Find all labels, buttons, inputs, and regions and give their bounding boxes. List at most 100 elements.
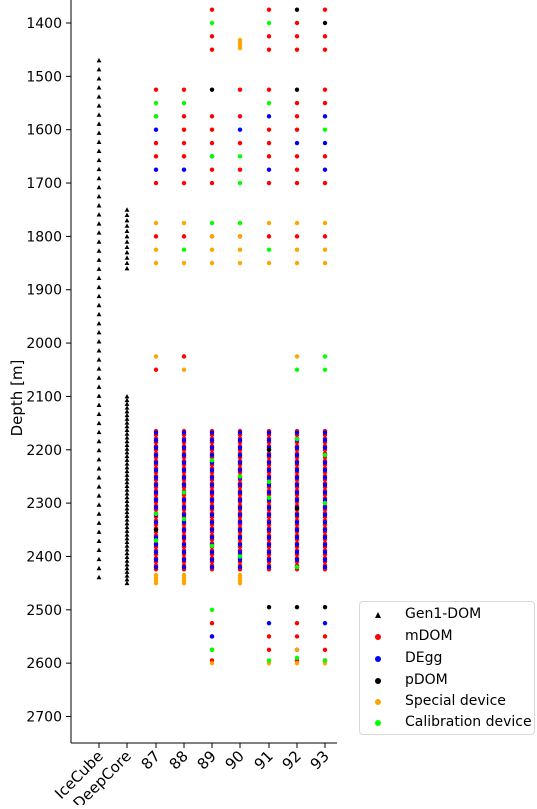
degg-point [237, 542, 243, 547]
circle-marker-icon [375, 678, 381, 684]
degg-point [209, 445, 215, 450]
gen1-dom-point [124, 223, 130, 228]
degg-point [294, 512, 300, 518]
special-device-point [153, 580, 159, 586]
degg-point [209, 557, 215, 562]
y-tick-label: 1900 [26, 283, 62, 299]
legend-item-degg: DEgg [360, 649, 536, 669]
y-tick-label: 2300 [26, 496, 62, 512]
mdom-point [237, 87, 243, 92]
degg-point [153, 127, 159, 132]
mdom-point [181, 180, 187, 186]
special-device-point [294, 260, 300, 266]
pdom-point [294, 506, 300, 511]
degg-point [322, 505, 328, 510]
gen1-dom-point [96, 76, 102, 81]
calibration-device-point [153, 114, 159, 119]
degg-point [237, 535, 243, 540]
degg-point [209, 564, 215, 570]
degg-point [266, 542, 272, 547]
gen1-dom-point [124, 580, 130, 586]
mdom-point [266, 647, 272, 653]
degg-point [294, 527, 300, 532]
gen1-dom-point [124, 577, 130, 582]
legend-label: Calibration device [405, 714, 532, 730]
gen1-dom-point [96, 157, 102, 163]
pdom-point [153, 527, 159, 532]
legend-label: Special device [405, 693, 506, 709]
degg-point [266, 557, 272, 562]
gen1-dom-point [124, 513, 130, 518]
mdom-point [266, 234, 272, 239]
gen1-dom-point [124, 494, 130, 500]
gen1-dom-point [96, 293, 102, 299]
mdom-point [294, 180, 300, 186]
mdom-point [294, 167, 300, 172]
gen1-dom-point [124, 547, 130, 552]
gen1-dom-point [124, 573, 130, 578]
degg-point [294, 430, 300, 435]
degg-point [322, 542, 328, 547]
degg-point [294, 482, 300, 488]
mdom-point [209, 7, 215, 12]
calibration-device-point [266, 100, 272, 106]
gen1-dom-point [96, 565, 102, 571]
mdom-point [209, 620, 215, 626]
degg-point [181, 549, 187, 555]
degg-point [209, 634, 215, 639]
mdom-point [322, 34, 328, 39]
degg-point [294, 497, 300, 503]
special-device-point [294, 647, 300, 653]
degg-point [237, 452, 243, 458]
degg-point [237, 497, 243, 503]
gen1-dom-point [124, 212, 130, 218]
gen1-dom-point [96, 266, 102, 271]
y-tick-label: 2000 [26, 336, 62, 352]
calibration-device-point [294, 655, 300, 661]
degg-point [266, 482, 272, 488]
pdom-point [209, 87, 215, 92]
degg-point [266, 620, 272, 626]
mdom-point [181, 154, 187, 159]
special-device-point [153, 247, 159, 252]
mdom-point [209, 140, 215, 146]
y-tick-label: 1500 [26, 69, 62, 85]
y-tick-label: 1800 [26, 229, 62, 245]
degg-point [153, 557, 159, 562]
degg-point [153, 430, 159, 435]
special-device-point [294, 247, 300, 252]
degg-point [294, 475, 300, 480]
degg-point [237, 482, 243, 488]
degg-point [209, 520, 215, 525]
degg-point [237, 460, 243, 465]
gen1-dom-point [96, 230, 102, 235]
x-tick-label: 88 [166, 747, 192, 773]
special-device-point [294, 220, 300, 226]
degg-point [322, 620, 328, 626]
gen1-dom-point [96, 484, 102, 489]
degg-point [237, 467, 243, 473]
calibration-device-point [237, 154, 243, 159]
gen1-dom-point [96, 366, 102, 371]
mdom-point [322, 647, 328, 653]
circle-marker-icon [375, 634, 381, 640]
mdom-point [153, 234, 159, 239]
degg-point [322, 564, 328, 570]
mdom-point [266, 7, 272, 12]
degg-point [181, 167, 187, 172]
gen1-dom-point [124, 468, 130, 474]
gen1-dom-point [96, 311, 102, 317]
calibration-device-point [322, 354, 328, 359]
calibration-device-point [322, 658, 328, 663]
gen1-dom-point [96, 348, 102, 353]
y-tick-label: 2100 [26, 389, 62, 405]
special-device-point [209, 234, 215, 239]
degg-point [322, 167, 328, 172]
gen1-dom-point [96, 130, 102, 135]
pdom-point [322, 604, 328, 610]
mdom-point [294, 20, 300, 26]
degg-point [209, 505, 215, 510]
degg-point [153, 452, 159, 458]
degg-point [237, 520, 243, 525]
gen1-dom-point [124, 487, 130, 492]
